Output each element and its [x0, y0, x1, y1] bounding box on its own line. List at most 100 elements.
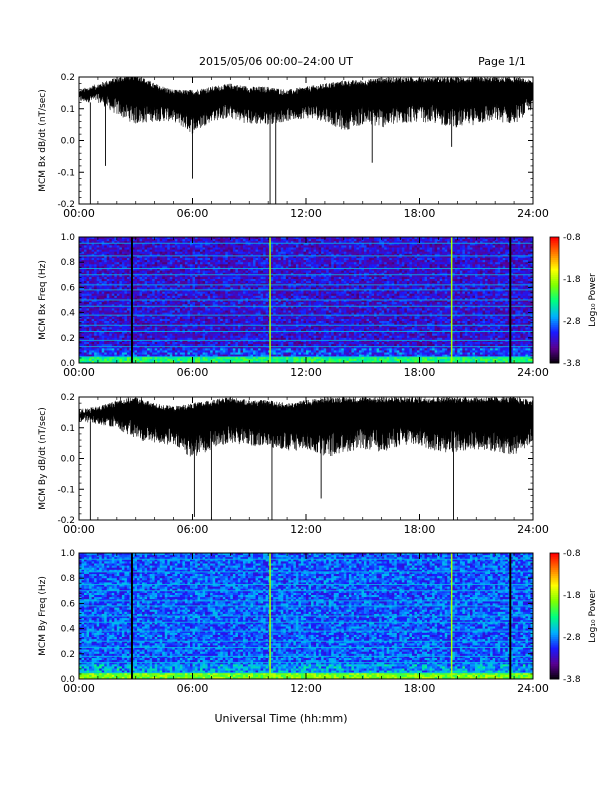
- spectrogram-cell: [134, 352, 138, 355]
- spectrogram-cell: [101, 360, 105, 364]
- spectrogram-cell: [169, 333, 173, 336]
- spectrogram-cell: [162, 348, 166, 351]
- spectrogram-cell: [265, 276, 269, 280]
- spectrogram-cell: [126, 314, 130, 318]
- spectrogram-cell: [162, 262, 166, 265]
- spectrogram-cell: [94, 358, 97, 362]
- spectrogram-cell: [81, 293, 85, 297]
- spectrogram-cell: [164, 308, 168, 311]
- spectrogram-cell: [215, 285, 219, 288]
- spectrogram-cell: [215, 293, 219, 297]
- spectrogram-cell: [121, 314, 125, 318]
- spectrogram-cell: [84, 329, 87, 332]
- spectrogram-cell: [94, 268, 97, 271]
- spectrogram-cell: [79, 321, 82, 324]
- spectrogram-cell: [225, 249, 229, 252]
- spectrogram-cell: [174, 293, 178, 297]
- spectrogram-cell: [129, 262, 133, 265]
- spectrogram-cell: [94, 331, 97, 334]
- spectrogram-cell: [260, 285, 264, 288]
- spectrogram-cell: [121, 323, 125, 326]
- spectrogram-cell: [250, 285, 254, 288]
- spectrogram-cell: [172, 285, 176, 288]
- spectrogram-cell: [111, 316, 115, 320]
- spectrogram-cell: [101, 331, 105, 334]
- spectrogram-cell: [91, 258, 95, 261]
- spectrogram-cell: [217, 281, 221, 284]
- spectrogram-cell: [174, 281, 178, 284]
- spectrogram-cell: [215, 316, 219, 320]
- spectrogram-cell: [129, 306, 133, 309]
- spectrogram-cell: [157, 293, 161, 297]
- spectrogram-cell: [142, 314, 145, 318]
- spectrogram-cell: [275, 276, 279, 280]
- spectrogram-cell: [237, 270, 241, 273]
- spectrogram-cell: [169, 310, 173, 313]
- spectrogram-cell: [212, 342, 216, 345]
- spectrogram-cell: [96, 321, 100, 324]
- spectrogram-cell: [137, 312, 140, 315]
- spectrogram-cell: [111, 264, 115, 267]
- spectrogram-cell: [137, 314, 140, 318]
- spectrogram-cell: [99, 239, 102, 242]
- spectrogram-cell: [86, 300, 90, 303]
- spectrogram-cell: [159, 310, 163, 313]
- spectrogram-cell: [162, 327, 166, 330]
- spectrogram-cell: [270, 279, 274, 282]
- spectrogram-cell: [86, 260, 90, 263]
- spectrogram-cell: [187, 258, 191, 261]
- spectrogram-cell: [106, 293, 110, 297]
- spectrogram-cell: [91, 270, 95, 273]
- spectrogram-cell: [263, 316, 266, 320]
- spectrogram-cell: [89, 262, 92, 265]
- spectrogram-cell: [84, 249, 87, 252]
- spectrogram-cell: [119, 262, 123, 265]
- spectrogram-cell: [144, 260, 148, 263]
- spectrogram-cell: [119, 289, 123, 292]
- spectrogram-cell: [139, 291, 143, 294]
- spectrogram-cell: [250, 352, 254, 355]
- spectrogram-cell: [162, 279, 166, 282]
- spectrogram-cell: [94, 348, 97, 351]
- spectrogram-cell: [270, 291, 274, 294]
- spectrogram-cell: [162, 285, 166, 288]
- spectrogram-cell: [245, 276, 249, 280]
- spectrogram-cell: [101, 291, 105, 294]
- spectrogram-cell: [215, 258, 219, 261]
- spectrogram-cell: [205, 251, 208, 255]
- spectrogram-cell: [104, 316, 108, 320]
- spectrogram-cell: [179, 295, 183, 299]
- spectrogram-cell: [179, 251, 183, 255]
- spectrogram-cell: [131, 316, 135, 320]
- spectrogram-cell: [89, 251, 92, 255]
- spectrogram-cell: [139, 287, 143, 290]
- spectrogram-cell: [129, 327, 133, 330]
- spectrogram-cell: [225, 276, 229, 280]
- spectrogram-cell: [182, 279, 186, 282]
- spectrogram-cell: [202, 262, 206, 265]
- spectrogram-cell: [184, 293, 188, 297]
- spectrogram-cell: [182, 318, 186, 322]
- spectrogram-cell: [106, 241, 110, 244]
- spectrogram-cell: [167, 316, 171, 320]
- spectrogram-cell: [101, 348, 105, 351]
- spectrogram-cell: [232, 295, 236, 299]
- spectrogram-cell: [265, 302, 269, 305]
- spectrogram-cell: [121, 331, 125, 334]
- spectrogram-cell: [119, 264, 123, 267]
- spectrogram-cell: [227, 327, 231, 330]
- spectrogram-cell: [245, 352, 249, 355]
- spectrogram-cell: [137, 339, 140, 343]
- spectrogram-cell: [278, 291, 282, 294]
- spectrogram-cell: [275, 335, 279, 339]
- spectrogram-cell: [104, 264, 108, 267]
- spectrogram-cell: [242, 249, 246, 252]
- spectrogram-cell: [139, 260, 143, 263]
- spectrogram-cell: [101, 329, 105, 332]
- spectrogram-cell: [179, 316, 183, 320]
- spectrogram-cell: [220, 293, 224, 297]
- spectrogram-cell: [157, 308, 161, 311]
- spectrogram-cell: [116, 331, 120, 334]
- spectrogram-cell: [225, 251, 229, 255]
- spectrogram-cell: [215, 276, 219, 280]
